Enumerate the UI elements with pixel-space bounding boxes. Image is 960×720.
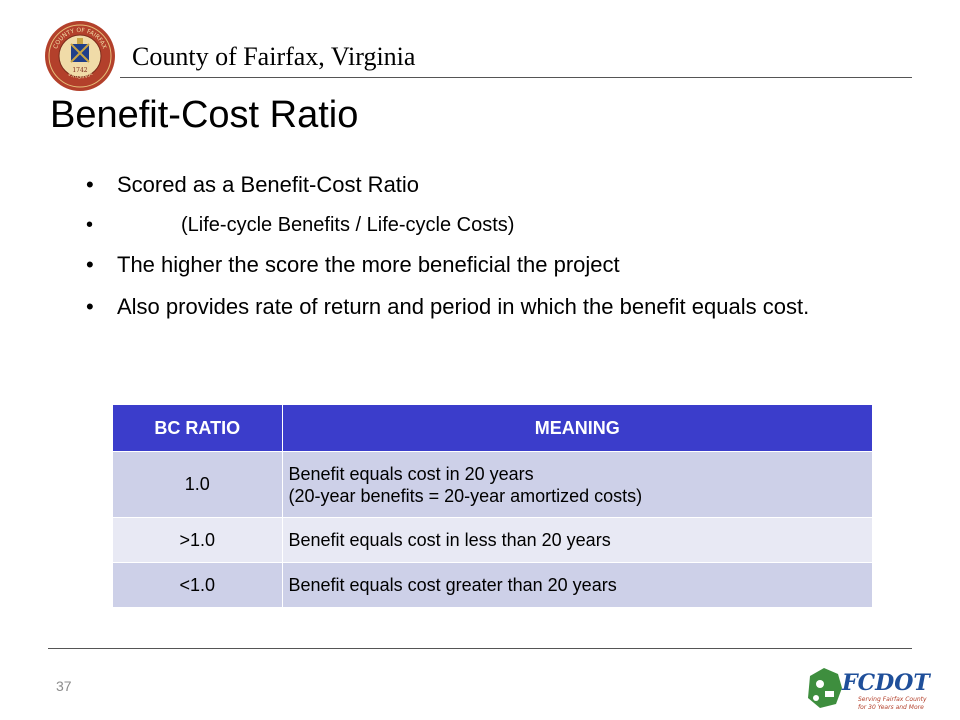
header-divider <box>120 77 912 78</box>
bullet-item: • Scored as a Benefit-Cost Ratio <box>86 170 886 212</box>
seal-bottom-text: VIRGINIA <box>66 70 94 81</box>
bullet-text: Also provides rate of return and period … <box>117 294 810 319</box>
slide-title: Benefit-Cost Ratio <box>50 94 359 136</box>
meaning-cell: Benefit equals cost in less than 20 year… <box>282 517 872 563</box>
bullet-item: • Also provides rate of return and period… <box>86 292 886 322</box>
bullet-text: The higher the score the more beneficial… <box>117 252 620 277</box>
ratio-cell: >1.0 <box>113 517 283 563</box>
header-meaning: MEANING <box>282 405 872 452</box>
meaning-line: Benefit equals cost greater than 20 year… <box>288 575 617 595</box>
ratio-cell: <1.0 <box>113 562 283 607</box>
bullet-icon: • <box>86 294 94 319</box>
meaning-line: (20-year benefits = 20-year amortized co… <box>288 485 643 506</box>
bullet-icon: • <box>86 214 94 236</box>
bullet-text: Scored as a Benefit-Cost Ratio <box>117 172 420 197</box>
header-bc-ratio: BC RATIO <box>113 405 283 452</box>
page-number: 37 <box>56 678 72 694</box>
meaning-cell: Benefit equals cost in 20 years (20-year… <box>282 451 872 518</box>
meaning-line: Benefit equals cost in less than 20 year… <box>288 530 611 550</box>
table-row: 1.0 Benefit equals cost in 20 years (20-… <box>113 451 872 518</box>
bus-icon <box>825 691 834 697</box>
bullet-icon: • <box>86 252 94 277</box>
table-row: <1.0 Benefit equals cost greater than 20… <box>113 562 872 607</box>
table-row: >1.0 Benefit equals cost in less than 20… <box>113 517 872 563</box>
transit-icon <box>816 680 824 688</box>
meaning-line: Benefit equals cost in 20 years <box>288 463 534 484</box>
bullet-item: • (Life-cycle Benefits / Life-cycle Costs… <box>86 212 886 250</box>
footer-divider <box>48 648 912 649</box>
ratio-cell: 1.0 <box>113 451 283 518</box>
bullet-text: (Life-cycle Benefits / Life-cycle Costs) <box>181 214 515 236</box>
county-name: County of Fairfax, Virginia <box>132 42 416 71</box>
seal-year: 1742 <box>72 67 87 74</box>
fcdot-tagline-1: Serving Fairfax County <box>858 696 927 703</box>
bullet-item: • The higher the score the more beneficia… <box>86 250 886 292</box>
fcdot-wordmark: FCDOT <box>841 670 931 696</box>
meaning-cell: Benefit equals cost greater than 20 year… <box>282 562 872 607</box>
fcdot-tagline-2: for 30 Years and More <box>858 704 924 711</box>
fcdot-logo: FCDOT Serving Fairfax County for 30 Year… <box>808 668 931 711</box>
county-seal-logo: COUNTY OF FAIRFAX VIRGINIA 1742 <box>45 21 115 91</box>
bullet-list: • Scored as a Benefit-Cost Ratio • (Life-c… <box>86 170 886 322</box>
bc-ratio-table: BC RATIO MEANING 1.0 Benefit equals cost… <box>113 405 872 607</box>
bike-icon <box>813 695 819 701</box>
bullet-icon: • <box>86 172 94 197</box>
table-header-row: BC RATIO MEANING <box>113 405 872 452</box>
